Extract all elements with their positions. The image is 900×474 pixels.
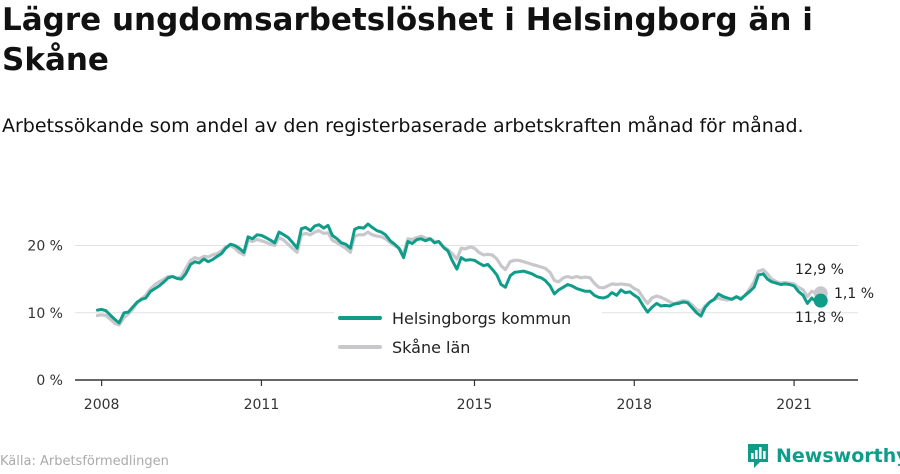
brand-logo: Newsworthy bbox=[746, 442, 900, 470]
legend-label-helsingborg: Helsingborgs kommun bbox=[392, 309, 571, 328]
brand-name: Newsworthy bbox=[776, 445, 900, 467]
x-tick-label: 2021 bbox=[776, 397, 812, 413]
chart-subtitle: Arbetssökande som andel av den registerb… bbox=[2, 115, 804, 137]
annotation-difference: 1,1 % bbox=[834, 286, 874, 302]
chart-title: Lägre ungdomsarbetslöshet i Helsingborg … bbox=[2, 2, 813, 78]
legend-background bbox=[334, 303, 602, 361]
series-line-helsingborg bbox=[95, 222, 823, 325]
x-tick-label: 2018 bbox=[616, 397, 652, 413]
y-tick-label: 0 % bbox=[36, 373, 63, 389]
gridlines bbox=[75, 245, 858, 314]
newsworthy-logo-icon bbox=[748, 444, 768, 468]
source-note: Källa: Arbetsförmedlingen bbox=[0, 454, 169, 469]
end-annotations: 12,9 % 1,1 % 11,8 % bbox=[795, 262, 874, 326]
x-tick-label: 2008 bbox=[84, 397, 120, 413]
series-lines bbox=[95, 222, 823, 327]
end-dot-helsingborg bbox=[813, 293, 828, 308]
y-axis-ticks: 0 % 10 % 20 % bbox=[27, 239, 63, 389]
y-tick-label: 20 % bbox=[27, 239, 63, 255]
y-tick-label: 10 % bbox=[27, 306, 63, 322]
legend: Helsingborgs kommun Skåne län bbox=[334, 303, 602, 361]
series-line-skane bbox=[95, 229, 823, 327]
x-tick-label: 2011 bbox=[244, 397, 280, 413]
x-tick-label: 2015 bbox=[457, 397, 493, 413]
annotation-skane-value: 12,9 % bbox=[795, 262, 844, 278]
x-axis: 2008 2011 2015 2018 2021 bbox=[75, 379, 858, 413]
annotation-helsingborg-value: 11,8 % bbox=[795, 310, 844, 326]
legend-label-skane: Skåne län bbox=[392, 338, 470, 357]
